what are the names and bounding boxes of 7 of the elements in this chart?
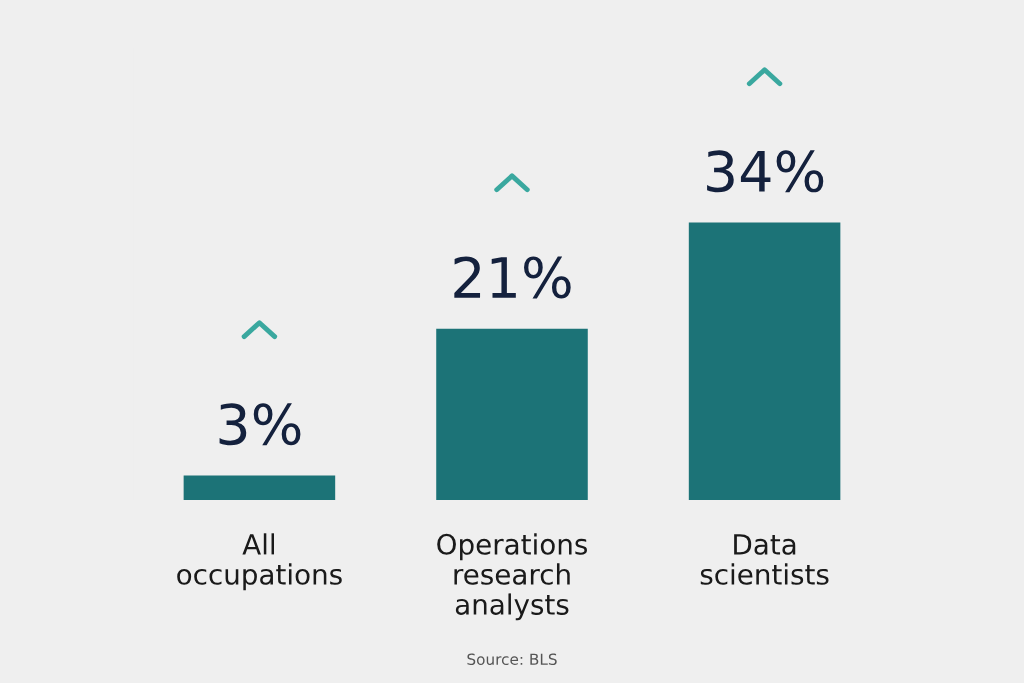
x-tick-label: All occupations: [177, 533, 342, 591]
data-label: 21%: [454, 256, 571, 299]
data-label: 34%: [707, 150, 824, 193]
source-note: Source: BLS: [467, 653, 557, 666]
data-label: 3%: [219, 403, 301, 446]
x-tick-label: Operations research analysts: [437, 533, 587, 621]
x-tick-label: Data scientists: [700, 534, 829, 585]
